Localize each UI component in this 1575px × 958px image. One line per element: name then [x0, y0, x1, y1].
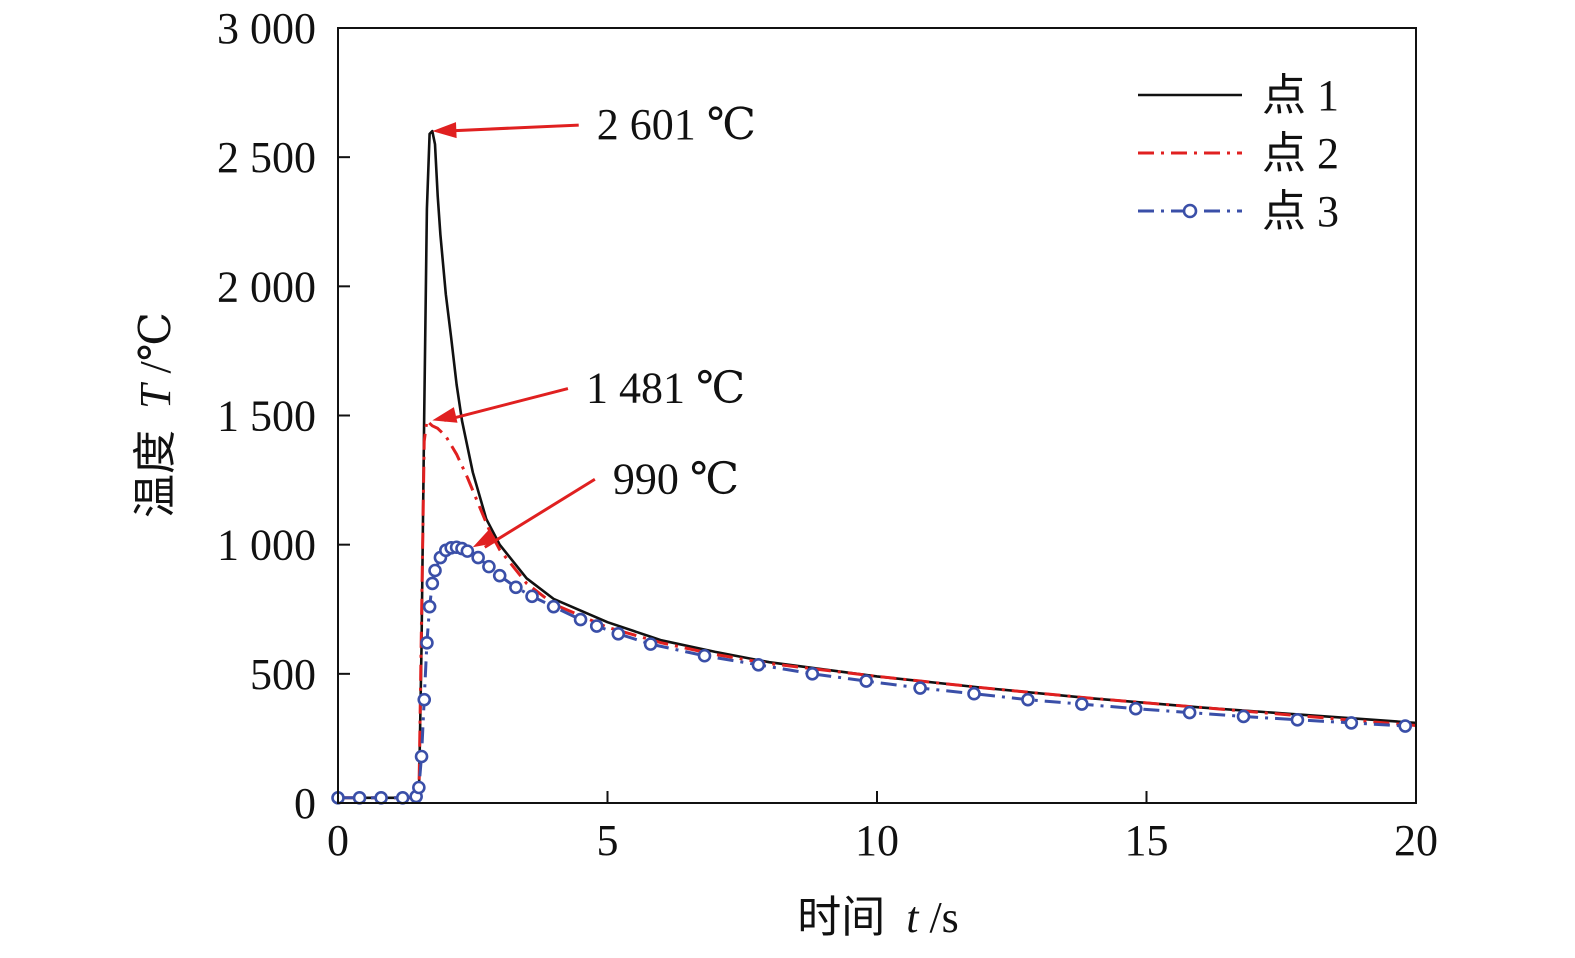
- annotation-arrow-line: [444, 123, 579, 133]
- data-point-point-3: [859, 674, 874, 688]
- x-tick-label: 0: [327, 816, 349, 865]
- data-point-point-3: [420, 636, 434, 650]
- data-point-point-3: [611, 626, 626, 641]
- data-point-point-3: [1182, 705, 1197, 720]
- data-point-point-3: [1290, 713, 1305, 727]
- data-point-point-3: [482, 559, 496, 574]
- plot-frame: [337, 27, 1417, 804]
- data-point-point-3: [460, 544, 475, 558]
- y-axis-label-unit: /℃: [131, 312, 180, 373]
- data-point-point-3: [1344, 716, 1359, 730]
- data-point-point-3: [414, 749, 429, 764]
- legend-label-point-3: 点 3: [1262, 187, 1339, 236]
- x-axis-label-unit: /s: [929, 893, 958, 942]
- annotation-label: 1 481 ℃: [586, 364, 745, 413]
- data-point-point-3: [913, 681, 927, 695]
- data-point-point-3: [1236, 709, 1251, 724]
- data-point-point-3: [425, 576, 440, 591]
- data-point-point-3: [422, 599, 437, 614]
- y-tick-label: 1 000: [217, 521, 316, 570]
- data-point-point-3: [805, 667, 820, 681]
- data-point-point-3: [1075, 697, 1089, 711]
- y-tick-label: 0: [294, 779, 316, 828]
- y-tick-label: 1 500: [217, 392, 316, 441]
- series-line-point-3: [338, 545, 1406, 800]
- data-point-point-3: [428, 563, 442, 578]
- legend-marker-point-3: [1182, 203, 1198, 219]
- y-axis-label: 温度 T /℃: [131, 312, 180, 518]
- x-axis-label-cn: 时间: [797, 893, 885, 942]
- data-point-point-3: [471, 550, 485, 565]
- legend-label-point-2: 点 2: [1262, 129, 1339, 178]
- axes-layer: 0 5 10 15 20 0 500 1 000 1 500 2 000 2 500 3 000: [217, 4, 1438, 865]
- annotation-label: 990 ℃: [613, 454, 739, 503]
- data-point-point-3: [509, 580, 523, 595]
- legend-label-point-1: 点 1: [1262, 71, 1339, 120]
- data-point-point-3: [1398, 719, 1413, 733]
- x-tick-label: 20: [1394, 816, 1438, 865]
- annotation-arrow-line: [483, 477, 596, 549]
- series-line-point-2: [338, 418, 1417, 800]
- data-point-point-3: [352, 791, 367, 805]
- annotation-layer: 2 601 ℃ 1 481 ℃ 990 ℃: [432, 100, 756, 549]
- data-point-point-3: [967, 686, 981, 701]
- data-point-point-3: [492, 568, 507, 583]
- data-point-point-3: [589, 619, 604, 633]
- x-axis-label-var: t: [906, 893, 920, 942]
- data-point-point-3: [1128, 701, 1143, 716]
- x-tick-label: 10: [855, 816, 899, 865]
- x-axis-label: 时间 t /s: [797, 893, 959, 942]
- y-axis-label-cn: 温度: [131, 430, 180, 518]
- data-point-point-3: [751, 657, 766, 672]
- data-point-point-3: [395, 791, 410, 805]
- plot-data-layer: [331, 129, 1417, 805]
- data-point-point-3: [417, 692, 432, 707]
- x-tick-label: 5: [597, 816, 619, 865]
- y-tick-label: 2 000: [217, 262, 316, 311]
- annotation-label: 2 601 ℃: [597, 100, 756, 149]
- data-point-point-3: [573, 612, 588, 627]
- data-point-point-3: [412, 780, 426, 795]
- data-point-point-3: [1021, 692, 1035, 707]
- data-point-point-3: [525, 589, 539, 604]
- annotation-arrow-line: [443, 387, 569, 422]
- legend: 点 1 点 2 点 3: [1138, 71, 1339, 236]
- x-tick-label: 15: [1125, 816, 1169, 865]
- y-axis-label-var: T: [131, 381, 180, 409]
- series-line-point-1: [338, 129, 1417, 800]
- data-point-point-3: [697, 648, 712, 663]
- data-point-point-3: [374, 791, 388, 805]
- y-tick-label: 3 000: [217, 4, 316, 53]
- data-point-point-3: [643, 637, 658, 651]
- annotation-arrow-head: [472, 528, 498, 548]
- y-tick-label: 2 500: [217, 133, 316, 182]
- data-point-point-3: [546, 599, 561, 614]
- y-tick-label: 500: [250, 650, 316, 699]
- annotation-arrow-head: [432, 407, 458, 423]
- annotation-arrow-head: [432, 122, 457, 139]
